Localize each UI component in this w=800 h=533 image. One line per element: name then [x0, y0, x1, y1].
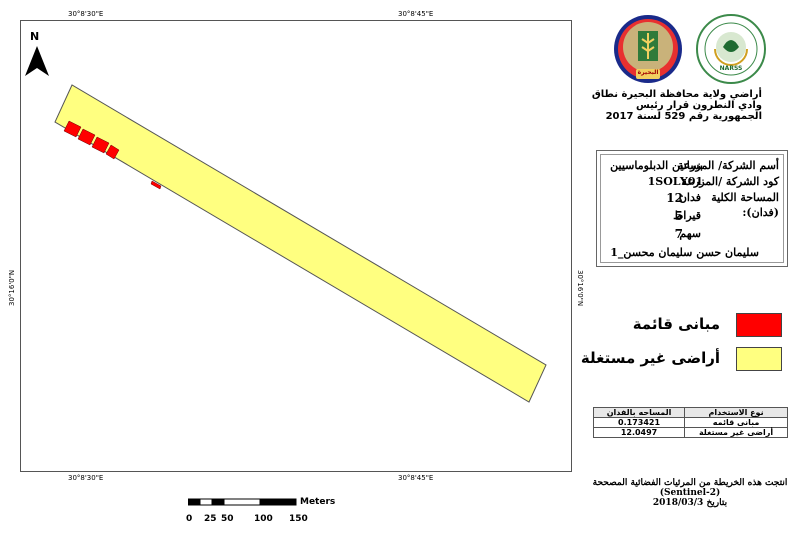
farm-info-box: أسم الشركة/ المزرعة بساتين الدبلوماسيين … [596, 150, 788, 267]
value-qirat: 5 [674, 209, 683, 223]
unit-qirat: قيراط [673, 209, 701, 222]
scale-tick-100: 100 [254, 514, 273, 524]
narss-logo-text: NARSS [719, 65, 743, 72]
scale-bar-graphic [188, 498, 297, 506]
map-canvas [54, 84, 547, 403]
north-arrow-icon [25, 46, 49, 76]
parcel-polygon [54, 84, 547, 403]
legend-label-buildings: مبانى قائمة [632, 315, 720, 333]
building-5 [150, 180, 162, 190]
source-note: انتجت هذه الخريطة من المرئيات الفضائية ا… [590, 478, 790, 508]
building-1 [63, 120, 82, 138]
header-area: المساحه بالفدان [592, 407, 686, 418]
coord-top-right: 30°8'45"E [398, 10, 434, 18]
title-line-3: الجمهورية رقم 529 لسنة 2017 [605, 111, 762, 122]
label-total-area: المساحة الكلية [711, 191, 779, 204]
governorate-logo: البحيرة [612, 13, 684, 85]
map-frame [20, 20, 572, 472]
row-area: 12.0497 [592, 427, 686, 438]
value-farm-name: بساتين الدبلوماسيين [610, 159, 703, 172]
value-farm-code: 1SOLY01 [647, 175, 703, 188]
owner-name: سليمان حسن سليمان محسن_1 [610, 246, 759, 259]
header-use: نوع الاستخدام [684, 407, 788, 418]
legend-swatch-buildings [736, 313, 782, 337]
scale-unit: Meters [300, 497, 336, 507]
scale-tick-0: 0 [186, 514, 193, 524]
label-farm-code: كود الشركة /المزرعة [681, 175, 779, 188]
building-4 [105, 144, 120, 160]
source-line-3: بتاريخ 2018/03/3 [652, 498, 728, 508]
label-farm-name: أسم الشركة/ المزرعة [677, 159, 779, 172]
scale-tick-25: 25 [204, 514, 217, 524]
row-area: 0.173421 [592, 417, 686, 428]
unit-feddan: فدان [678, 191, 701, 204]
scale-tick-50: 50 [221, 514, 234, 524]
table-row: 0.173421 مبانى قائمه [592, 417, 788, 428]
legend-swatch-unused-land [736, 347, 782, 371]
title-line-2: وادي النطرون قرار رئيس [635, 100, 762, 111]
coord-top-left: 30°8'30"E [68, 10, 104, 18]
label-total-area-unit: (فدان): [742, 206, 779, 219]
row-use: أراضى غير مستغلة [684, 427, 788, 438]
scale-bar: 0 25 50 100 150 Meters [186, 497, 335, 524]
north-arrow: N [25, 30, 49, 80]
source-line-1: انتجت هذه الخريطة من المرئيات الفضائية ا… [592, 478, 788, 488]
coord-bottom-right: 30°8'45"E [398, 474, 434, 482]
building-3 [91, 136, 110, 154]
farm-info-inner: أسم الشركة/ المزرعة بساتين الدبلوماسيين … [600, 154, 784, 263]
map-title: أراضي ولاية محافظة البحيرة نطاق وادي الن… [542, 89, 762, 122]
governorate-logo-text: البحيرة [637, 69, 659, 76]
coord-bottom-left: 30°8'30"E [68, 474, 104, 482]
legend-label-unused-land: أراضى غير مستغلة [580, 349, 720, 367]
narss-logo: NARSS [695, 13, 767, 85]
title-line-1: أراضي ولاية محافظة البحيرة نطاق [591, 89, 762, 100]
coord-left-lat: 30°16'0"N [8, 269, 16, 306]
unit-sahm: سهم [679, 227, 701, 240]
value-feddan: 12 [666, 191, 683, 205]
building-2 [77, 128, 96, 146]
source-line-2: (Sentinel-2) [659, 488, 721, 498]
buildings-group [63, 120, 162, 190]
area-table: المساحه بالفدان نوع الاستخدام 0.173421 م… [592, 407, 788, 438]
north-label: N [30, 30, 40, 43]
value-sahm: 7 [674, 227, 683, 241]
row-use: مبانى قائمه [684, 417, 788, 428]
table-row: 12.0497 أراضى غير مستغلة [592, 427, 788, 438]
coord-right-lat: 30°16'0"N [576, 270, 584, 307]
scale-tick-150: 150 [289, 514, 308, 524]
table-header-row: المساحه بالفدان نوع الاستخدام [592, 407, 788, 418]
